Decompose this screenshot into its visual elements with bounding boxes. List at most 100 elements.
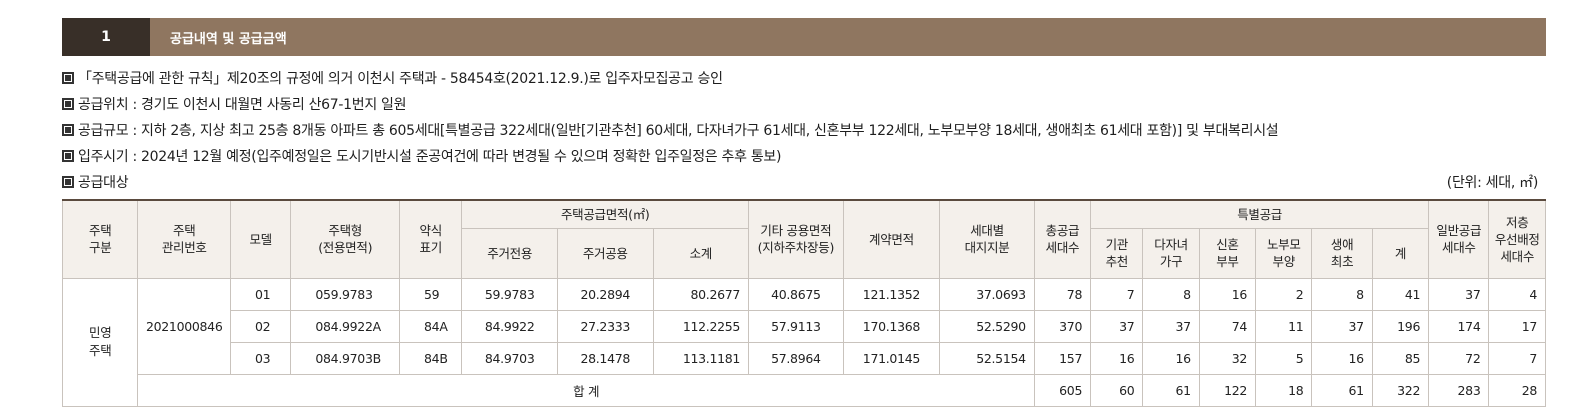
cell-subtotal: 80.2677 bbox=[652, 277, 750, 311]
cell-general: 72 bbox=[1428, 341, 1490, 375]
cell-newlywed: 74 bbox=[1198, 309, 1257, 343]
cell-total-units: 78 bbox=[1033, 277, 1092, 311]
cell-house-type: 059.9783 bbox=[290, 277, 401, 311]
cell-newlywed: 32 bbox=[1198, 341, 1257, 375]
cell-land-share: 37.0693 bbox=[939, 277, 1035, 311]
unit-label: (단위: 세대, ㎡) bbox=[1446, 175, 1539, 191]
th-special-supply: 특별공급 bbox=[1090, 199, 1430, 229]
cell-subtotal: 113.1181 bbox=[652, 341, 750, 375]
cell-contract-area: 121.1352 bbox=[842, 277, 941, 311]
th-housing-type: 주택 구분 bbox=[61, 199, 139, 279]
cell-subtotal: 112.2255 bbox=[652, 309, 750, 343]
cell-abbreviation: 84A bbox=[399, 309, 463, 343]
cell-land-share: 52.5154 bbox=[939, 341, 1035, 375]
info-scale: 공급규모 : 지하 2층, 지상 최고 25층 8개동 아파트 총 605세대[… bbox=[62, 118, 1546, 144]
cell-low-floor: 4 bbox=[1488, 277, 1546, 311]
th-house-type: 주택형 (전용면적) bbox=[290, 199, 401, 279]
th-common-area: 주거공용 bbox=[556, 227, 654, 279]
th-multi-child: 다자녀 가구 bbox=[1142, 227, 1200, 279]
cell-exclusive-area: 84.9703 bbox=[461, 341, 558, 375]
cell-abbreviation: 84B bbox=[399, 341, 463, 375]
th-elderly-parents: 노부모 부양 bbox=[1255, 227, 1313, 279]
cell-agency: 60 bbox=[1090, 373, 1144, 407]
cell-other-common: 57.8964 bbox=[748, 341, 844, 375]
cell-elderly: 5 bbox=[1255, 341, 1313, 375]
section-title: 공급내역 및 공급금액 bbox=[170, 31, 287, 47]
square-bullet-icon bbox=[62, 98, 74, 110]
supply-info: 「주택공급에 관한 규칙」제20조의 규정에 의거 이천시 주택과 - 5845… bbox=[62, 66, 1546, 196]
cell-special-total: 41 bbox=[1371, 277, 1430, 311]
cell-special-total: 196 bbox=[1371, 309, 1430, 343]
cell-common-area: 20.2894 bbox=[556, 277, 654, 311]
cell-multi-child: 61 bbox=[1142, 373, 1200, 407]
cell-exclusive-area: 59.9783 bbox=[461, 277, 558, 311]
th-agency-recommend: 기관 추천 bbox=[1090, 227, 1144, 279]
th-special-total: 계 bbox=[1371, 227, 1430, 279]
cell-agency: 7 bbox=[1090, 277, 1144, 311]
cell-house-type: 084.9922A bbox=[290, 309, 401, 343]
th-low-floor-priority: 저층 우선배정 세대수 bbox=[1488, 199, 1546, 279]
cell-first-time: 61 bbox=[1311, 373, 1373, 407]
info-move-in: 입주시기 : 2024년 12월 예정(입주예정일은 도시기반시설 준공여건에 … bbox=[62, 144, 1546, 170]
cell-first-time: 37 bbox=[1311, 309, 1373, 343]
cell-common-area: 28.1478 bbox=[556, 341, 654, 375]
cell-general: 37 bbox=[1428, 277, 1490, 311]
cell-first-time: 16 bbox=[1311, 341, 1373, 375]
total-row: 합 계 605 60 61 122 18 61 322 283 28 bbox=[63, 373, 1546, 407]
cell-management-number: 2021000846 bbox=[137, 277, 231, 375]
cell-elderly: 2 bbox=[1255, 277, 1313, 311]
th-other-common-area: 기타 공용면적 (지하주차장등) bbox=[748, 199, 844, 279]
cell-model: 01 bbox=[229, 277, 292, 311]
th-subtotal: 소계 bbox=[652, 227, 750, 279]
th-management-number: 주택 관리번호 bbox=[137, 199, 231, 279]
square-bullet-icon bbox=[62, 72, 74, 84]
square-bullet-icon bbox=[62, 150, 74, 162]
cell-low-floor: 7 bbox=[1488, 341, 1546, 375]
table-row: 03 084.9703B 84B 84.9703 28.1478 113.118… bbox=[63, 341, 1546, 375]
cell-common-area: 27.2333 bbox=[556, 309, 654, 343]
cell-elderly: 11 bbox=[1255, 309, 1313, 343]
cell-house-type: 084.9703B bbox=[290, 341, 401, 375]
cell-model: 03 bbox=[229, 341, 292, 375]
th-newlywed: 신혼 부부 bbox=[1198, 227, 1257, 279]
cell-multi-child: 8 bbox=[1142, 277, 1200, 311]
square-bullet-icon bbox=[62, 176, 74, 188]
table-row: 02 084.9922A 84A 84.9922 27.2333 112.225… bbox=[63, 309, 1546, 343]
cell-newlywed: 122 bbox=[1198, 373, 1257, 407]
cell-land-share: 52.5290 bbox=[939, 309, 1035, 343]
cell-total-units: 605 bbox=[1033, 373, 1092, 407]
info-target: 공급대상 (단위: 세대, ㎡) bbox=[62, 170, 1546, 196]
cell-low-floor: 28 bbox=[1488, 373, 1546, 407]
cell-elderly: 18 bbox=[1255, 373, 1313, 407]
th-contract-area: 계약면적 bbox=[842, 199, 941, 279]
info-location: 공급위치 : 경기도 이천시 대월면 사동리 산67-1번지 일원 bbox=[62, 92, 1546, 118]
cell-agency: 37 bbox=[1090, 309, 1144, 343]
th-general-supply: 일반공급 세대수 bbox=[1428, 199, 1490, 279]
section-number: 1 bbox=[62, 18, 150, 56]
cell-multi-child: 37 bbox=[1142, 309, 1200, 343]
info-approval: 「주택공급에 관한 규칙」제20조의 규정에 의거 이천시 주택과 - 5845… bbox=[62, 66, 1546, 92]
cell-special-total: 85 bbox=[1371, 341, 1430, 375]
th-first-time: 생애 최초 bbox=[1311, 227, 1373, 279]
cell-special-total: 322 bbox=[1371, 373, 1430, 407]
supply-table: 주택 구분 주택 관리번호 모델 주택형 (전용면적) 약식 표기 주택공급면적… bbox=[61, 199, 1546, 407]
cell-total-units: 370 bbox=[1033, 309, 1092, 343]
cell-abbreviation: 59 bbox=[399, 277, 463, 311]
th-total-units: 총공급 세대수 bbox=[1033, 199, 1092, 279]
cell-other-common: 40.8675 bbox=[748, 277, 844, 311]
cell-general: 174 bbox=[1428, 309, 1490, 343]
cell-general: 283 bbox=[1428, 373, 1490, 407]
cell-model: 02 bbox=[229, 309, 292, 343]
cell-newlywed: 16 bbox=[1198, 277, 1257, 311]
cell-first-time: 8 bbox=[1311, 277, 1373, 311]
cell-multi-child: 16 bbox=[1142, 341, 1200, 375]
cell-total-label: 합 계 bbox=[137, 373, 1035, 407]
cell-contract-area: 170.1368 bbox=[842, 309, 941, 343]
section-header: 1 공급내역 및 공급금액 bbox=[62, 18, 1546, 56]
table-row: 민영 주택 2021000846 01 059.9783 59 59.9783 … bbox=[61, 277, 1546, 407]
cell-exclusive-area: 84.9922 bbox=[461, 309, 558, 343]
cell-total-units: 157 bbox=[1033, 341, 1092, 375]
th-exclusive-area: 주거전용 bbox=[461, 227, 558, 279]
cell-other-common: 57.9113 bbox=[748, 309, 844, 343]
th-abbreviation: 약식 표기 bbox=[399, 199, 463, 279]
